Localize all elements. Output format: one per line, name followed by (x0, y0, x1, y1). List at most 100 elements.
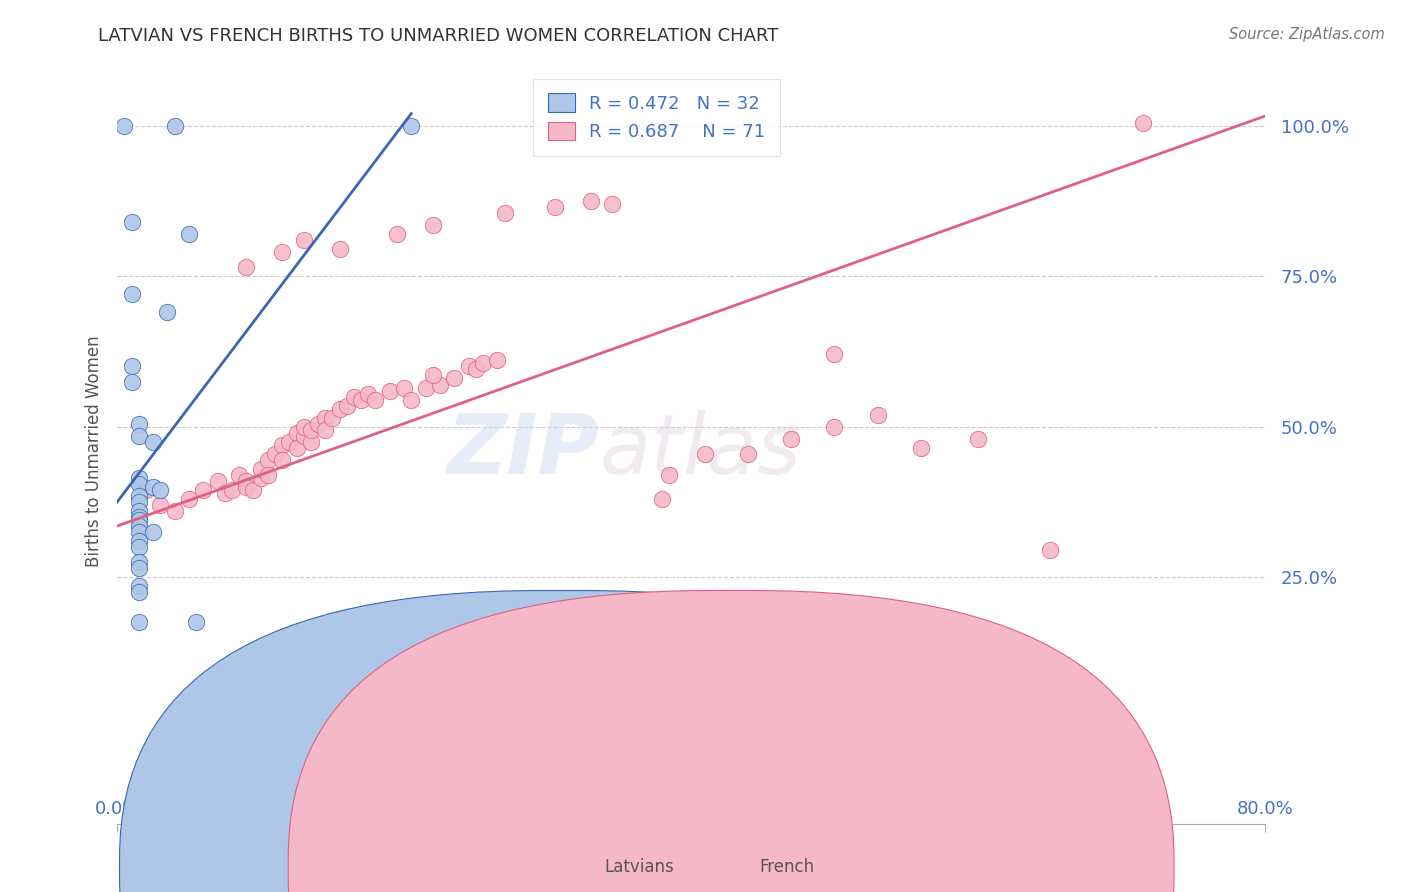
Point (142, 524, 165, 539)
Point (193, 483, 215, 497)
Point (415, 380, 437, 394)
Point (128, 561, 150, 575)
Point (249, 462, 271, 476)
Point (494, 206, 516, 220)
Text: 0.0%: 0.0% (94, 800, 139, 818)
Point (235, 480, 257, 494)
Point (163, 504, 186, 518)
Point (464, 362, 486, 376)
Point (422, 218, 444, 232)
Point (128, 428, 150, 442)
Point (207, 474, 229, 488)
Point (228, 467, 250, 482)
Point (780, 432, 803, 446)
Point (128, 615, 150, 630)
Point (343, 390, 366, 404)
Point (1132, 115, 1154, 129)
Point (422, 368, 444, 383)
Text: French: French (759, 858, 814, 876)
Point (457, 359, 479, 374)
Text: 80.0%: 80.0% (1236, 800, 1294, 818)
Point (142, 480, 165, 494)
Point (299, 434, 322, 449)
Text: LATVIAN VS FRENCH BIRTHS TO UNMARRIED WOMEN CORRELATION CHART: LATVIAN VS FRENCH BIRTHS TO UNMARRIED WO… (98, 27, 779, 45)
Text: Latvians: Latvians (605, 858, 675, 876)
Point (378, 384, 401, 398)
Point (314, 410, 336, 425)
Point (177, 491, 200, 506)
Point (271, 452, 294, 467)
Point (156, 305, 179, 319)
Point (184, 615, 207, 630)
Point (128, 489, 150, 503)
Text: Source: ZipAtlas.com: Source: ZipAtlas.com (1229, 27, 1385, 42)
Point (544, 200, 567, 214)
Point (314, 423, 336, 437)
Point (285, 425, 308, 440)
Point (709, 591, 731, 606)
Point (695, 447, 717, 461)
Point (128, 417, 150, 431)
Point (364, 392, 387, 407)
Point (128, 579, 150, 593)
Point (658, 467, 681, 482)
Point (278, 434, 301, 449)
Point (350, 392, 373, 407)
Point (256, 467, 278, 482)
Point (121, 215, 143, 229)
Point (128, 476, 150, 491)
Point (128, 555, 150, 569)
Point (235, 474, 257, 488)
Point (271, 245, 294, 260)
Point (651, 491, 673, 506)
Point (443, 371, 465, 385)
Point (328, 242, 350, 256)
Point (321, 410, 343, 425)
Point (128, 519, 150, 533)
Point (177, 227, 200, 241)
Point (292, 428, 315, 442)
Text: ZIP: ZIP (447, 410, 599, 491)
Point (600, 197, 623, 211)
Point (242, 483, 264, 497)
Point (292, 419, 315, 434)
Point (1039, 543, 1062, 558)
Point (128, 534, 150, 549)
Point (128, 495, 150, 509)
Point (128, 585, 150, 599)
Point (121, 287, 143, 301)
Point (357, 386, 380, 401)
Point (292, 233, 315, 247)
Point (429, 377, 451, 392)
Point (328, 401, 350, 416)
Point (121, 359, 143, 374)
Point (271, 438, 294, 452)
Point (472, 356, 495, 370)
Point (299, 423, 322, 437)
Point (163, 119, 186, 133)
Point (235, 260, 257, 274)
Point (392, 380, 415, 394)
Legend: R = 0.472   N = 32, R = 0.687    N = 71: R = 0.472 N = 32, R = 0.687 N = 71 (533, 79, 780, 155)
Y-axis label: Births to Unmarried Women: Births to Unmarried Women (86, 334, 103, 566)
Point (256, 452, 278, 467)
Point (112, 119, 135, 133)
Point (824, 419, 846, 434)
Point (249, 471, 271, 485)
Point (910, 441, 932, 455)
Point (128, 540, 150, 554)
Point (128, 471, 150, 485)
Point (486, 353, 509, 368)
Point (401, 392, 423, 407)
Point (128, 524, 150, 539)
Point (385, 227, 408, 241)
Point (221, 483, 243, 497)
Point (967, 432, 990, 446)
Point (866, 408, 889, 422)
Point (285, 441, 308, 455)
Text: atlas: atlas (599, 410, 801, 491)
Point (307, 417, 329, 431)
Point (737, 447, 759, 461)
Point (128, 510, 150, 524)
Point (214, 486, 236, 500)
